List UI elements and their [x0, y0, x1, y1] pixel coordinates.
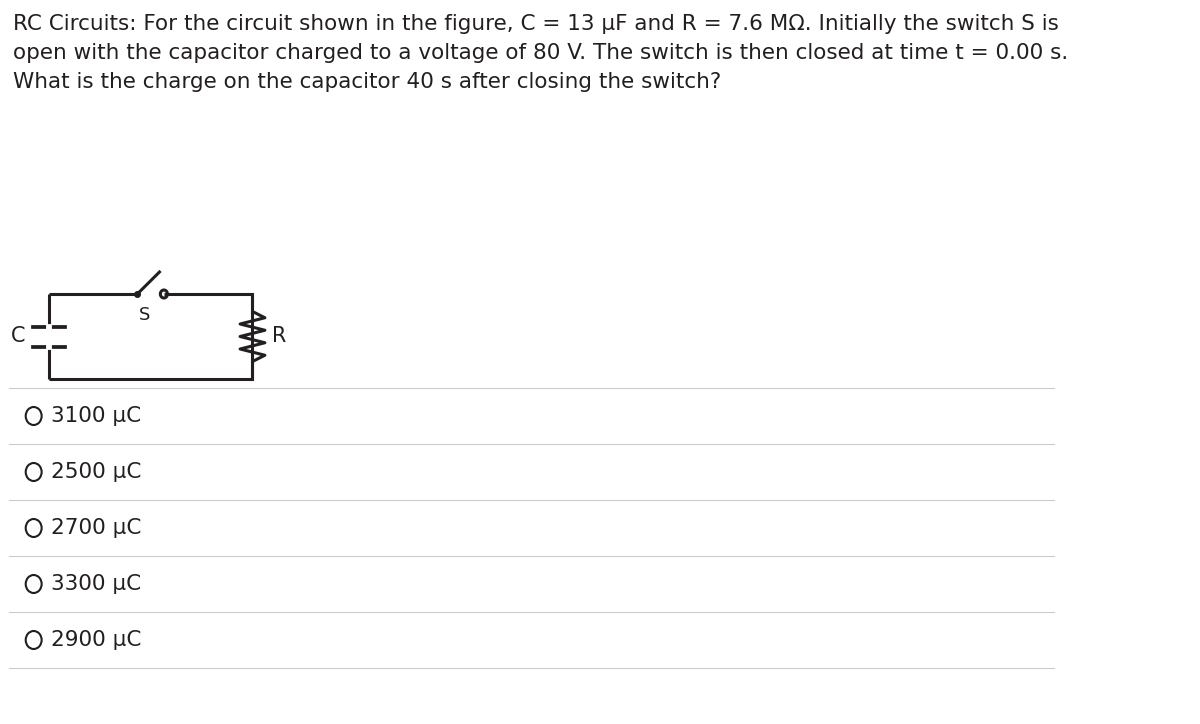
Text: 2500 μC: 2500 μC	[52, 462, 142, 482]
Text: 3300 μC: 3300 μC	[52, 574, 142, 594]
Text: 2700 μC: 2700 μC	[52, 518, 142, 538]
Text: 3100 μC: 3100 μC	[52, 406, 142, 426]
Text: R: R	[272, 327, 287, 347]
Text: 2900 μC: 2900 μC	[52, 630, 142, 650]
Text: RC Circuits: For the circuit shown in the figure, C = 13 μF and R = 7.6 MΩ. Init: RC Circuits: For the circuit shown in th…	[13, 14, 1068, 92]
Text: S: S	[139, 306, 150, 324]
Text: C: C	[11, 326, 25, 345]
